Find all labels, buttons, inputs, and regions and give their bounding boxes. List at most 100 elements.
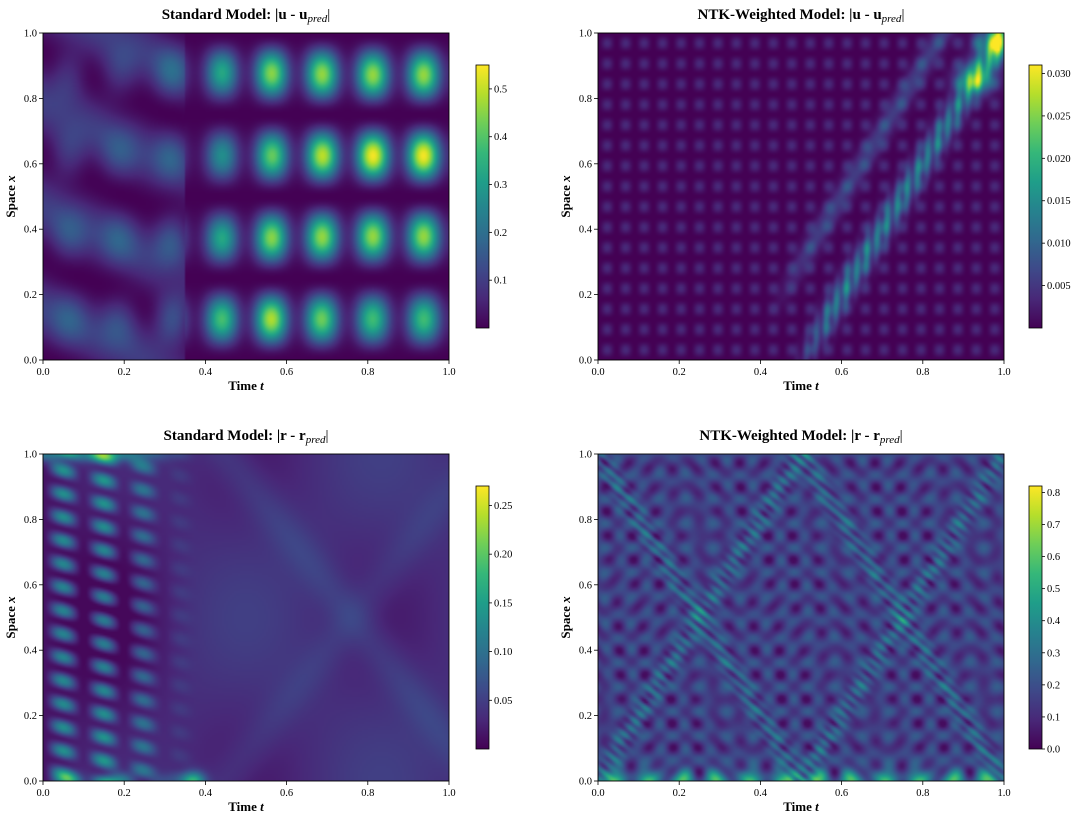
colorbar-tick-label: 0.5 [494, 84, 507, 95]
colorbar [475, 64, 490, 329]
heatmap-image [598, 33, 1004, 360]
y-tick-label: 0.4 [24, 646, 38, 657]
y-tick-label: 0.2 [24, 290, 37, 301]
heatmap-image [43, 454, 449, 781]
colorbar-tick-label: 0.1 [1047, 712, 1060, 723]
panel-title: Standard Model: |r - rpred| [164, 428, 329, 446]
x-axis-label: Time t [783, 799, 819, 814]
y-axis-label: Space x [558, 596, 573, 639]
y-tick-label: 0.6 [579, 159, 592, 170]
x-tick-label: 0.6 [280, 367, 293, 378]
plot-frame [42, 453, 450, 782]
y-tick-label: 0.0 [579, 777, 592, 788]
colorbar [1028, 485, 1043, 750]
x-axis-label: Time t [783, 378, 819, 393]
y-tick-label: 0.8 [24, 515, 37, 526]
heatmap-image [598, 454, 1004, 781]
plot-frame [597, 32, 1005, 361]
panel-title: NTK-Weighted Model: |r - rpred| [699, 428, 902, 446]
y-tick-label: 0.8 [24, 94, 37, 105]
y-axis-label: Space x [558, 175, 573, 218]
plot-frame [597, 453, 1005, 782]
colorbar-tick-label: 0.6 [1047, 552, 1060, 563]
x-tick-label: 1.0 [997, 367, 1010, 378]
colorbar-tick-label: 0.025 [1047, 111, 1071, 122]
panel-ntk-u: NTK-Weighted Model: |u - upred| 0.0 0.2 0.4… [558, 7, 1071, 393]
y-tick-label: 0.4 [579, 225, 593, 236]
colorbar-tick-label: 0.05 [494, 696, 512, 707]
x-tick-label: 1.0 [442, 788, 455, 799]
x-axis-label: Time t [228, 378, 264, 393]
colorbar-tick-label: 0.030 [1047, 69, 1071, 80]
x-tick-label: 0.4 [754, 788, 768, 799]
y-axis-label: Space x [3, 175, 18, 218]
x-tick-label: 0.2 [118, 367, 131, 378]
colorbar-tick-label: 0.020 [1047, 154, 1071, 165]
x-tick-label: 0.8 [916, 788, 929, 799]
y-tick-label: 1.0 [579, 450, 592, 461]
y-tick-label: 1.0 [24, 29, 37, 40]
colorbar-tick-label: 0.2 [1047, 680, 1060, 691]
colorbar-tick-label: 0.4 [1047, 616, 1061, 627]
y-tick-label: 0.0 [579, 356, 592, 367]
colorbar-tick-label: 0.1 [494, 276, 507, 287]
x-tick-label: 0.6 [280, 788, 293, 799]
colorbar-tick-label: 0.015 [1047, 196, 1071, 207]
colorbar-tick-label: 0.5 [1047, 584, 1060, 595]
colorbar-tick-label: 0.3 [494, 180, 507, 191]
y-tick-label: 0.6 [24, 580, 37, 591]
x-tick-label: 0.6 [835, 788, 848, 799]
panel-ntk-r: NTK-Weighted Model: |r - rpred| 0.0 0.2 0.4… [558, 428, 1061, 814]
x-tick-label: 0.4 [754, 367, 768, 378]
x-tick-label: 0.0 [591, 788, 604, 799]
y-tick-label: 0.8 [579, 515, 592, 526]
colorbar-tick-label: 0.15 [494, 598, 512, 609]
x-tick-label: 1.0 [442, 367, 455, 378]
colorbar-tick-label: 0.20 [494, 550, 512, 561]
x-tick-label: 0.0 [591, 367, 604, 378]
y-tick-label: 0.6 [579, 580, 592, 591]
y-tick-label: 0.4 [24, 225, 38, 236]
x-tick-label: 0.8 [361, 367, 374, 378]
panel-standard-r: Standard Model: |r - rpred| 0.0 0.2 0.4 0.6 0… [3, 428, 512, 814]
heatmap-image [43, 33, 449, 360]
colorbar-tick-label: 0.005 [1047, 281, 1071, 292]
colorbar-tick-label: 0.0 [1047, 745, 1060, 756]
colorbar-tick-label: 0.25 [494, 501, 512, 512]
y-tick-label: 0.6 [24, 159, 37, 170]
colorbar-tick-label: 0.10 [494, 647, 512, 658]
colorbar-tick-label: 0.3 [1047, 648, 1060, 659]
colorbar [475, 485, 490, 750]
y-tick-label: 0.2 [579, 711, 592, 722]
x-tick-label: 0.0 [36, 788, 49, 799]
x-axis-label: Time t [228, 799, 264, 814]
x-tick-label: 0.2 [118, 788, 131, 799]
x-tick-label: 0.8 [361, 788, 374, 799]
x-tick-label: 0.0 [36, 367, 49, 378]
y-tick-label: 0.2 [24, 711, 37, 722]
y-tick-label: 0.0 [24, 356, 37, 367]
colorbar-tick-label: 0.4 [494, 132, 508, 143]
y-tick-label: 1.0 [579, 29, 592, 40]
colorbar-tick-label: 0.8 [1047, 488, 1060, 499]
x-tick-label: 0.8 [916, 367, 929, 378]
x-tick-label: 0.4 [199, 367, 213, 378]
x-tick-label: 0.2 [673, 367, 686, 378]
y-axis-label: Space x [3, 596, 18, 639]
x-tick-label: 0.4 [199, 788, 213, 799]
y-tick-label: 0.0 [24, 777, 37, 788]
panel-standard-u: Standard Model: |u - upred| 0.0 0.2 0.4 0.6 0… [3, 7, 508, 393]
panel-title: NTK-Weighted Model: |u - upred| [698, 7, 905, 25]
x-tick-label: 1.0 [997, 788, 1010, 799]
colorbar-tick-label: 0.010 [1047, 239, 1071, 250]
x-tick-label: 0.2 [673, 788, 686, 799]
x-tick-label: 0.6 [835, 367, 848, 378]
panel-title: Standard Model: |u - upred| [162, 7, 331, 25]
y-tick-label: 0.8 [579, 94, 592, 105]
colorbar-tick-label: 0.2 [494, 228, 507, 239]
y-tick-label: 0.2 [579, 290, 592, 301]
plot-frame [42, 32, 450, 361]
colorbar [1028, 64, 1043, 329]
colorbar-tick-label: 0.7 [1047, 520, 1060, 531]
